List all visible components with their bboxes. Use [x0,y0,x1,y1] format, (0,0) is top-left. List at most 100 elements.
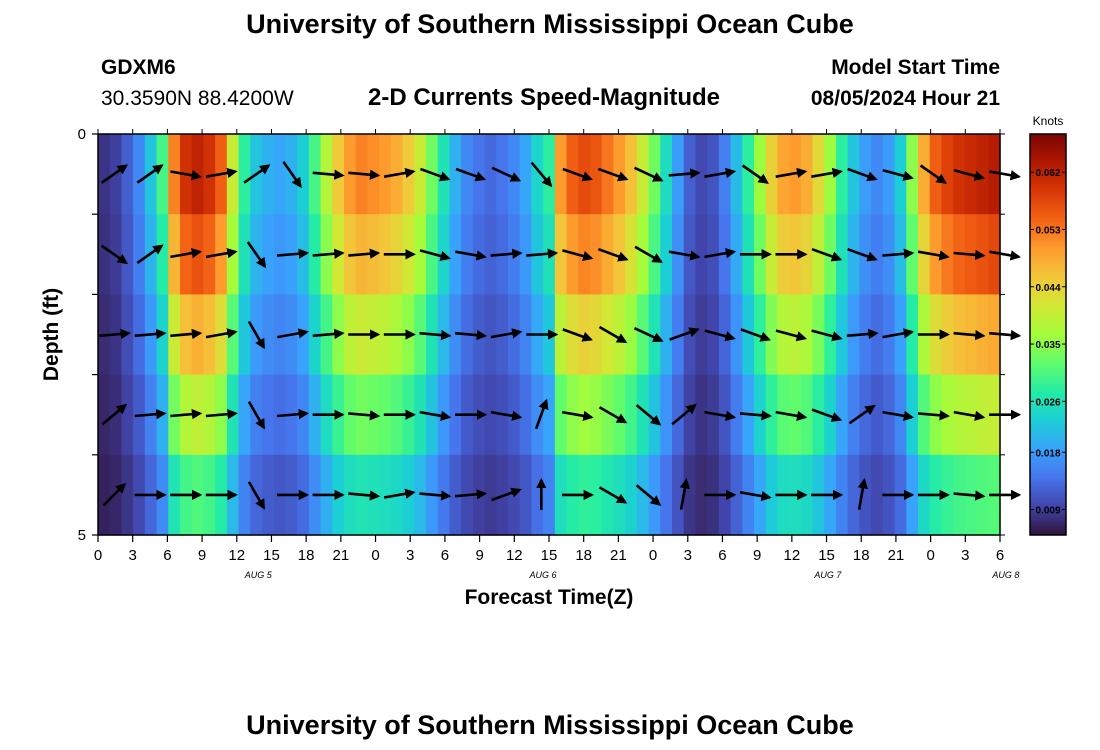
current-vector-arrow [846,328,879,340]
current-vectors [98,161,1022,510]
heatmap-cell [508,134,521,215]
heatmap-cell [133,134,146,215]
current-vector-arrow [246,241,267,269]
current-vector-arrow [348,490,381,501]
heatmap-cell [297,294,310,376]
x-tick-label: 6 [718,547,726,564]
heatmap-cell [554,134,568,215]
colorbar [1029,133,1067,536]
heatmap-cell [953,134,966,215]
current-vector-arrow [847,167,878,182]
plot-title: 2-D Currents Speed-Magnitude [368,84,721,111]
heatmap-cell [519,214,533,295]
heatmap-cell [836,374,849,456]
heatmap-cell [871,454,884,536]
current-vector-arrow [276,408,310,420]
heatmap-cell [742,454,755,536]
current-vector-arrow [668,250,701,261]
heatmap-cell [508,454,521,536]
x-tick-label: 6 [441,547,449,564]
current-vector-arrow [598,486,628,504]
current-vector-arrow [348,410,381,421]
heatmap-cell [601,454,615,536]
current-vector-arrow [989,250,1021,261]
heatmap-cell [765,134,779,215]
heatmap-cell [672,294,685,376]
current-vector-arrow [669,327,700,341]
heatmap-cell [98,134,111,215]
heatmap-cell [742,294,755,376]
heatmap-cell [414,134,427,215]
current-vector-arrow [704,329,736,342]
heatmap-cell [566,294,579,376]
heatmap-cell [238,374,251,456]
heatmap-cell [156,134,169,215]
current-vector-arrow [598,406,628,424]
heatmap-cell [203,214,216,295]
current-vector-arrow [740,328,771,342]
heatmap-cell [871,134,884,215]
heatmap-cell [730,134,743,215]
heatmap-cell [238,214,251,295]
current-vector-arrow [100,244,129,265]
heatmap-cell [601,134,615,215]
x-tick-label: 18 [853,547,870,564]
heatmap-cell [976,134,989,215]
current-vector-arrow [102,482,127,507]
axes: 0 3 6 9 12 15 18 21 0 3 6 9 12 15 18 21 0 3 6 9 12 15 18 21 0 3 6 A… [40,126,1019,609]
current-vector-arrow [953,249,986,261]
heatmap-cell [496,134,509,215]
heatmap-cell [695,294,708,376]
current-vector-arrow [134,408,167,420]
heatmap-cell [730,374,743,456]
heatmap-cell [601,294,615,376]
heatmap-cell [543,374,556,456]
heatmap-cell [636,134,650,215]
heatmap-cell [414,374,427,456]
current-vector-arrow [100,164,129,184]
x-tick-label: 18 [298,547,315,564]
heatmap-cell [707,374,720,456]
heatmap-cell [344,374,357,456]
current-vector-arrow [953,490,986,501]
heatmap-cell [379,134,392,215]
heatmap-cell [109,134,123,215]
heatmap-cell [941,134,954,215]
heatmap-cell [238,294,251,376]
current-vector-arrow [454,489,488,500]
heatmap-cell [730,214,743,295]
heatmap-cell [765,454,779,536]
heatmap-cell [262,294,275,376]
current-vector-arrow [562,167,593,182]
heatmap-cell [847,374,861,456]
heatmap-cell [156,214,169,295]
heatmap-cell [988,214,1001,295]
colorbar-tick-label: 0.009 [1035,506,1060,517]
heatmap-cell [121,454,134,536]
current-vector-arrow [383,488,416,499]
current-vector-arrow [312,328,345,340]
heatmap-cell [590,454,603,536]
current-vector-arrow [490,248,523,259]
currents-chart: 0 3 6 9 12 15 18 21 0 3 6 9 12 15 18 21 0 3 6 9 12 15 18 21 0 3 6 A… [40,114,1067,609]
current-vector-arrow [953,329,986,341]
heatmap-cell [800,294,814,376]
heatmap-cell [836,294,849,376]
current-vector-arrow [348,248,381,259]
current-vector-arrow [526,248,559,259]
current-vector-arrow [633,327,664,343]
x-tick-label: 3 [406,547,414,564]
current-vector-arrow [775,329,808,342]
heatmap-cell [484,294,497,376]
model-start-label: Model Start Time [831,56,1000,79]
heatmap-cell [168,214,181,295]
current-vector-arrow [170,328,203,340]
current-vector-arrow [419,410,452,421]
current-vector-arrow [917,410,950,421]
heatmap-cell [133,214,146,295]
current-vector-arrow [633,166,664,182]
current-vector-arrow [811,408,843,422]
current-vector-arrow [882,248,915,259]
heatmap-cell [636,454,650,536]
current-vector-arrow [136,164,164,184]
